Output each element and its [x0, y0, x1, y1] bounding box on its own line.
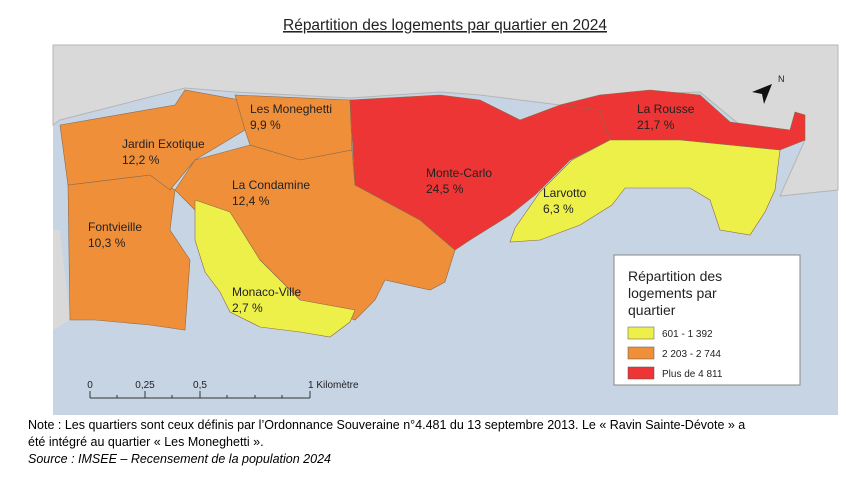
district [67, 174, 191, 331]
district [509, 139, 781, 243]
district-share: 12,2 % [122, 153, 160, 167]
legend-title: logements par [628, 285, 717, 301]
compass-label: N [778, 74, 785, 84]
district-name: Fontvieille [88, 220, 142, 234]
legend-label: 2 203 - 2 744 [662, 349, 721, 360]
district-name: Monte-Carlo [426, 166, 492, 180]
district-share: 12,4 % [232, 194, 270, 208]
legend-swatch [627, 326, 655, 340]
land [53, 230, 70, 330]
district-name: La Condamine [232, 178, 310, 192]
note: été intégré au quartier « Les Moneghetti… [28, 435, 264, 449]
scale-label: 0 [87, 380, 93, 391]
source: Source : IMSEE – Recensement de la popul… [28, 452, 331, 466]
legend [613, 254, 801, 386]
district-share: 24,5 % [426, 182, 464, 196]
scale-label: 0,25 [135, 380, 155, 391]
district [349, 94, 611, 251]
district-name: Monaco-Ville [232, 285, 301, 299]
scale-label: 0,5 [193, 380, 207, 391]
district-share: 6,3 % [543, 202, 574, 216]
legend-label: 601 - 1 392 [662, 329, 713, 340]
legend-swatch [627, 346, 655, 360]
district-name: La Rousse [637, 102, 695, 116]
note: Note : Les quartiers sont ceux définis p… [28, 418, 746, 432]
legend-title: Répartition des [628, 268, 722, 284]
district [59, 89, 246, 191]
district-share: 10,3 % [88, 236, 126, 250]
legend-swatch [627, 366, 655, 380]
district-name: Larvotto [543, 186, 587, 200]
scale-label: 1 Kilomètre [308, 380, 359, 391]
district-share: 2,7 % [232, 301, 263, 315]
district-share: 9,9 % [250, 118, 281, 132]
legend-title: quartier [628, 302, 676, 318]
district [194, 199, 356, 338]
legend-label: Plus de 4 811 [662, 369, 723, 380]
district-share: 21,7 % [637, 118, 675, 132]
title: Répartition des logements par quartier e… [283, 17, 607, 34]
district-name: Jardin Exotique [122, 137, 205, 151]
compass-arrow [752, 84, 772, 104]
district-name: Les Moneghetti [250, 102, 332, 116]
